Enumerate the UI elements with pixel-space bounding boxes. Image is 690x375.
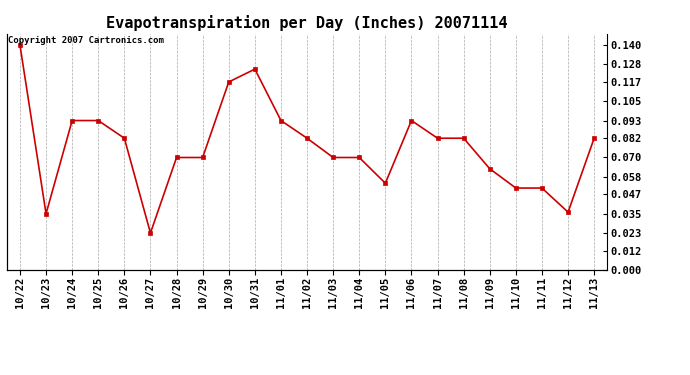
- Title: Evapotranspiration per Day (Inches) 20071114: Evapotranspiration per Day (Inches) 2007…: [106, 15, 508, 31]
- Text: Copyright 2007 Cartronics.com: Copyright 2007 Cartronics.com: [8, 36, 164, 45]
